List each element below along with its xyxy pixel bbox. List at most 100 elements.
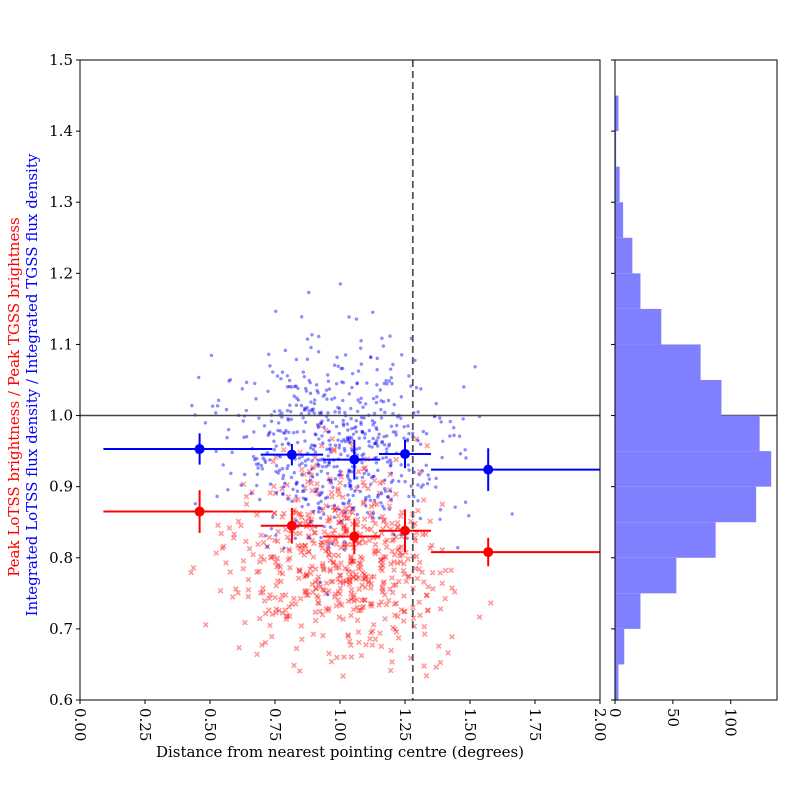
scatter-point-blue <box>334 424 339 429</box>
scatter-point-red <box>231 531 238 538</box>
scatter-point-red <box>350 606 357 613</box>
scatter-point-blue <box>457 434 462 438</box>
scatter-point-blue <box>294 396 299 400</box>
scatter-point-red <box>254 511 260 518</box>
scatter-point-blue <box>343 484 347 488</box>
scatter-point-blue <box>346 493 350 497</box>
scatter-point-red <box>190 564 197 571</box>
scatter-point-blue <box>303 459 308 463</box>
scatter-point-blue <box>375 356 379 361</box>
scatter-point-red <box>399 552 406 558</box>
scatter-point-red <box>305 511 311 518</box>
scatter-point-red <box>360 603 367 610</box>
y-axis-title: Peak LoTSS brightness / Peak TGSS bright… <box>5 153 41 616</box>
scatter-point-blue <box>355 381 359 385</box>
scatter-point-red <box>367 526 374 533</box>
scatter-point-red <box>445 650 452 656</box>
scatter-point-red <box>314 577 321 583</box>
scatter-point-blue <box>358 400 362 405</box>
scatter-point-red <box>286 604 293 610</box>
scatter-point-red <box>218 530 225 537</box>
scatter-point-red <box>314 480 320 487</box>
scatter-point-blue <box>315 423 320 427</box>
scatter-point-red <box>353 486 360 492</box>
scatter-point-blue <box>229 471 233 476</box>
scatter-point-red <box>317 542 324 548</box>
scatter-point-blue <box>309 400 313 404</box>
scatter-point-blue <box>313 432 317 436</box>
scatter-point-blue <box>353 489 357 493</box>
scatter-point-red <box>405 573 412 580</box>
scatter-point-blue <box>257 416 261 420</box>
scatter-point-red <box>295 575 302 582</box>
scatter-point-red <box>245 586 252 593</box>
scatter-point-red <box>363 641 369 648</box>
scatter-point-red <box>382 554 389 560</box>
scatter-point-blue <box>372 498 377 503</box>
scatter-point-blue <box>405 536 409 540</box>
scatter-point-red <box>338 544 344 551</box>
scatter-point-blue <box>340 366 345 371</box>
scatter-point-red <box>271 510 278 517</box>
scatter-point-blue <box>371 436 375 441</box>
scatter-point-blue <box>337 406 342 411</box>
scatter-point-blue <box>362 452 366 456</box>
scatter-point-blue <box>312 411 317 415</box>
scatter-point-red <box>392 491 399 497</box>
scatter-point-blue <box>294 494 298 498</box>
scatter-point-blue <box>371 474 375 479</box>
scatter-point-blue <box>349 487 354 491</box>
scatter-point-blue <box>347 470 351 474</box>
scatter-point-blue <box>424 432 429 436</box>
scatter-point-red <box>451 589 458 595</box>
scatter-point-red <box>283 616 290 622</box>
scatter-point-red <box>340 525 347 532</box>
scatter-point-blue <box>239 483 243 487</box>
scatter-point-blue <box>373 441 377 446</box>
scatter-point-red <box>297 568 303 574</box>
scatter-point-red <box>429 569 436 576</box>
scatter-point-red <box>401 608 407 615</box>
scatter-point-red <box>295 496 301 503</box>
histogram-x-tick-label: 0 <box>606 708 624 718</box>
scatter-point-blue <box>300 461 304 465</box>
scatter-point-blue <box>310 475 315 479</box>
scatter-point-red <box>340 494 346 500</box>
histogram-bar <box>615 522 716 558</box>
y-axis-title-blue: Integrated LoTSS flux density / Integrat… <box>23 153 41 616</box>
scatter-point-blue <box>309 520 313 524</box>
scatter-point-red <box>335 487 341 494</box>
scatter-point-red <box>227 569 234 575</box>
scatter-point-blue <box>288 409 293 414</box>
scatter-point-red <box>273 606 280 613</box>
scatter-point-red <box>354 521 361 528</box>
scatter-point-blue <box>279 377 283 381</box>
binned-mean-point <box>400 525 410 536</box>
scatter-point-blue <box>375 383 379 387</box>
scatter-point-blue <box>316 458 320 462</box>
histogram-axes-frame <box>614 59 778 701</box>
scatter-point-red <box>397 513 404 520</box>
scatter-point-blue <box>332 363 337 367</box>
scatter-point-blue <box>402 424 406 429</box>
scatter-point-blue <box>315 388 319 393</box>
scatter-point-blue <box>386 398 391 403</box>
scatter-point-blue <box>399 474 404 478</box>
scatter-point-red <box>366 578 372 585</box>
scatter-point-red <box>343 528 350 534</box>
scatter-point-blue <box>360 453 364 457</box>
scatter-point-blue <box>259 463 264 468</box>
scatter-point-red <box>295 542 301 549</box>
scatter-point-blue <box>377 516 382 520</box>
scatter-point-blue <box>286 417 290 421</box>
scatter-point-red <box>435 643 442 650</box>
scatter-point-blue <box>285 408 290 413</box>
scatter-point-blue <box>276 471 280 475</box>
scatter-point-red <box>382 615 388 622</box>
scatter-point-red <box>316 600 322 607</box>
scatter-point-red <box>335 486 341 492</box>
scatter-point-red <box>344 566 351 573</box>
scatter-point-red <box>320 586 326 593</box>
scatter-point-blue <box>340 439 344 443</box>
scatter-point-red <box>319 563 326 569</box>
